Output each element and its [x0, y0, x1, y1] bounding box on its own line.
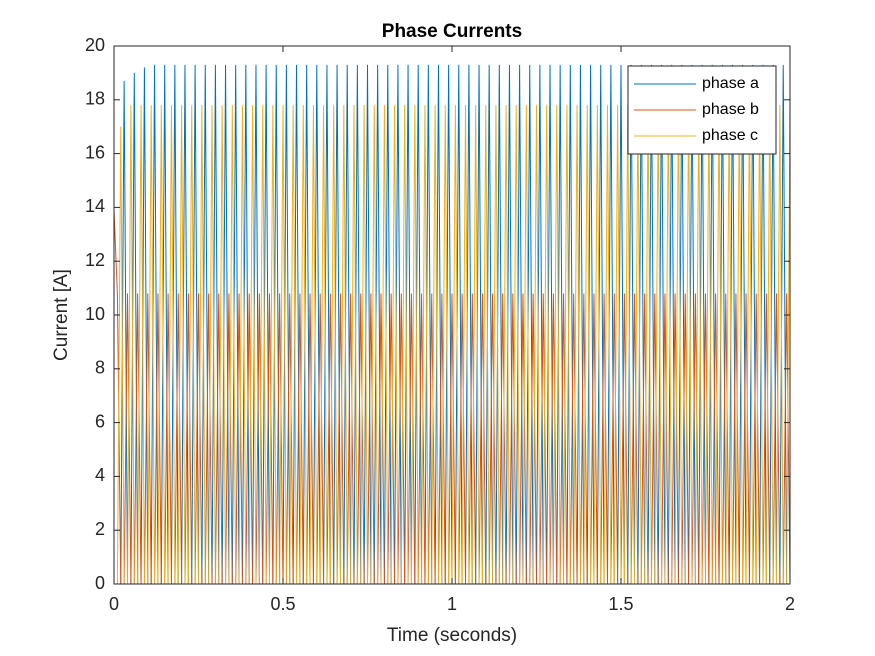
y-tick-label: 0 [95, 573, 105, 593]
y-tick-label: 8 [95, 358, 105, 378]
y-tick-label: 16 [85, 142, 105, 162]
y-tick-label: 18 [85, 89, 105, 109]
series-line [114, 210, 790, 584]
chart-title: Phase Currents [382, 21, 522, 42]
y-tick-label: 4 [95, 465, 105, 485]
x-tick-label: 1.5 [608, 594, 633, 614]
x-tick-label: 1 [447, 594, 457, 614]
legend-label: phase a [702, 75, 759, 92]
x-tick-label: 0 [109, 594, 119, 614]
y-tick-label: 20 [85, 35, 105, 55]
y-tick-label: 6 [95, 411, 105, 431]
y-axis-label: Current [A] [51, 269, 72, 361]
legend-label: phase b [702, 101, 759, 118]
y-tick-label: 14 [85, 196, 105, 216]
x-tick-label: 2 [785, 594, 795, 614]
series-line [114, 105, 790, 584]
y-tick-label: 2 [95, 519, 105, 539]
legend-label: phase c [702, 127, 758, 144]
legend: phase a phase b phase c [627, 65, 777, 155]
series-line [114, 64, 790, 584]
x-axis-label: Time (seconds) [387, 625, 517, 646]
y-tick-label: 12 [85, 250, 105, 270]
y-tick-label: 10 [85, 304, 105, 324]
x-tick-label: 0.5 [270, 594, 295, 614]
